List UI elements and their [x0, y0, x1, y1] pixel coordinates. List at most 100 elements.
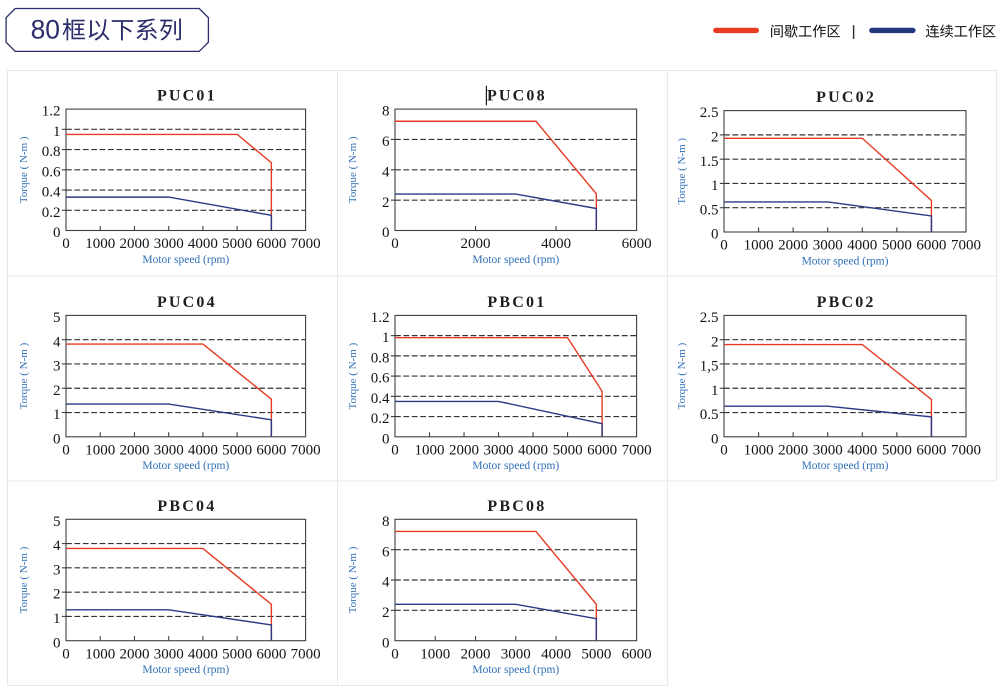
svg-text:4: 4: [53, 538, 61, 554]
svg-text:1000: 1000: [85, 236, 115, 252]
svg-text:Motor speed (rpm): Motor speed (rpm): [142, 460, 229, 472]
svg-text:6000: 6000: [622, 646, 652, 662]
svg-text:5000: 5000: [882, 238, 912, 254]
svg-text:1000: 1000: [420, 646, 450, 662]
svg-text:Motor speed (rpm): Motor speed (rpm): [142, 254, 229, 266]
svg-text:0.6: 0.6: [371, 371, 390, 387]
svg-text:5000: 5000: [553, 442, 583, 458]
svg-text:PUC02: PUC02: [816, 89, 876, 106]
svg-text:2000: 2000: [461, 646, 491, 662]
svg-text:7000: 7000: [622, 442, 652, 458]
svg-text:6: 6: [382, 134, 390, 150]
svg-text:1: 1: [382, 330, 390, 346]
svg-text:3000: 3000: [813, 442, 843, 458]
svg-text:5: 5: [53, 514, 61, 530]
svg-text:PUC01: PUC01: [157, 88, 217, 105]
svg-text:0.6: 0.6: [42, 164, 61, 180]
svg-text:3000: 3000: [154, 442, 184, 458]
svg-text:1: 1: [711, 178, 719, 194]
svg-text:7000: 7000: [291, 236, 321, 252]
svg-text:0: 0: [62, 442, 70, 458]
svg-text:80: 80: [31, 15, 60, 45]
svg-text:6000: 6000: [916, 442, 946, 458]
svg-text:3000: 3000: [154, 646, 184, 662]
svg-text:3000: 3000: [501, 646, 531, 662]
svg-text:4000: 4000: [541, 646, 571, 662]
svg-text:0.4: 0.4: [42, 185, 61, 201]
svg-text:1: 1: [53, 611, 61, 627]
svg-text:0: 0: [391, 442, 399, 458]
svg-text:0: 0: [391, 646, 399, 662]
svg-text:Torque ( N-m ): Torque ( N-m ): [347, 546, 359, 613]
svg-text:4000: 4000: [847, 442, 877, 458]
svg-text:7000: 7000: [951, 238, 981, 254]
svg-text:2: 2: [382, 605, 390, 621]
svg-text:0: 0: [62, 236, 70, 252]
svg-text:Motor speed (rpm): Motor speed (rpm): [802, 255, 889, 267]
svg-text:0.4: 0.4: [371, 391, 390, 407]
svg-text:6000: 6000: [622, 236, 652, 252]
svg-text:6000: 6000: [916, 238, 946, 254]
svg-text:0: 0: [720, 442, 728, 458]
svg-text:2: 2: [53, 383, 61, 399]
svg-text:2: 2: [382, 195, 390, 211]
svg-text:3000: 3000: [484, 442, 514, 458]
svg-text:Torque ( N-m ): Torque ( N-m ): [18, 342, 30, 409]
svg-text:0: 0: [382, 635, 390, 651]
svg-text:4: 4: [382, 575, 390, 591]
svg-text:1: 1: [711, 383, 719, 399]
svg-text:0: 0: [53, 635, 61, 651]
svg-text:Torque ( N-m ): Torque ( N-m ): [18, 546, 30, 613]
svg-text:7000: 7000: [291, 646, 321, 662]
svg-text:6: 6: [382, 544, 390, 560]
svg-text:PUC08: PUC08: [487, 88, 547, 105]
svg-text:5000: 5000: [882, 442, 912, 458]
svg-text:PBC02: PBC02: [817, 294, 876, 311]
svg-text:1: 1: [53, 124, 61, 140]
svg-text:1.2: 1.2: [42, 104, 61, 120]
svg-text:Motor speed (rpm): Motor speed (rpm): [802, 460, 889, 472]
svg-text:1000: 1000: [744, 238, 774, 254]
svg-text:Motor speed (rpm): Motor speed (rpm): [472, 460, 559, 472]
svg-text:0: 0: [62, 646, 70, 662]
svg-text:6000: 6000: [256, 442, 286, 458]
svg-text:0: 0: [53, 431, 61, 447]
svg-text:Torque ( N-m ): Torque ( N-m ): [18, 136, 30, 203]
svg-text:4000: 4000: [541, 236, 571, 252]
svg-text:4000: 4000: [847, 238, 877, 254]
svg-text:1000: 1000: [744, 442, 774, 458]
svg-text:PBC04: PBC04: [157, 498, 216, 515]
svg-text:7000: 7000: [291, 442, 321, 458]
svg-text:2.5: 2.5: [700, 105, 719, 121]
svg-text:2000: 2000: [778, 238, 808, 254]
svg-text:PBC08: PBC08: [487, 498, 546, 515]
svg-text:4000: 4000: [188, 442, 218, 458]
svg-text:Motor speed (rpm): Motor speed (rpm): [472, 254, 559, 266]
svg-text:3000: 3000: [154, 236, 184, 252]
svg-text:3: 3: [53, 562, 61, 578]
svg-text:8: 8: [382, 104, 390, 120]
svg-text:0: 0: [382, 431, 390, 447]
svg-text:PUC04: PUC04: [157, 294, 217, 311]
svg-text:Motor speed (rpm): Motor speed (rpm): [142, 664, 229, 676]
svg-text:2000: 2000: [119, 236, 149, 252]
svg-text:2: 2: [53, 587, 61, 603]
svg-text:4000: 4000: [518, 442, 548, 458]
svg-text:0: 0: [53, 225, 61, 241]
svg-text:0: 0: [391, 236, 399, 252]
svg-text:Motor speed (rpm): Motor speed (rpm): [472, 664, 559, 676]
svg-text:0: 0: [382, 225, 390, 241]
svg-text:5000: 5000: [222, 236, 252, 252]
svg-text:1000: 1000: [85, 442, 115, 458]
svg-text:2000: 2000: [461, 236, 491, 252]
svg-text:5000: 5000: [222, 442, 252, 458]
svg-text:4000: 4000: [188, 646, 218, 662]
svg-text:Torque ( N-m ): Torque ( N-m ): [347, 342, 359, 409]
svg-text:0.2: 0.2: [42, 205, 61, 221]
svg-text:1: 1: [53, 407, 61, 423]
svg-text:1.5: 1.5: [700, 154, 719, 170]
svg-text:6000: 6000: [256, 646, 286, 662]
svg-text:2.5: 2.5: [700, 310, 719, 326]
svg-text:2: 2: [711, 129, 719, 145]
svg-text:4: 4: [382, 164, 390, 180]
